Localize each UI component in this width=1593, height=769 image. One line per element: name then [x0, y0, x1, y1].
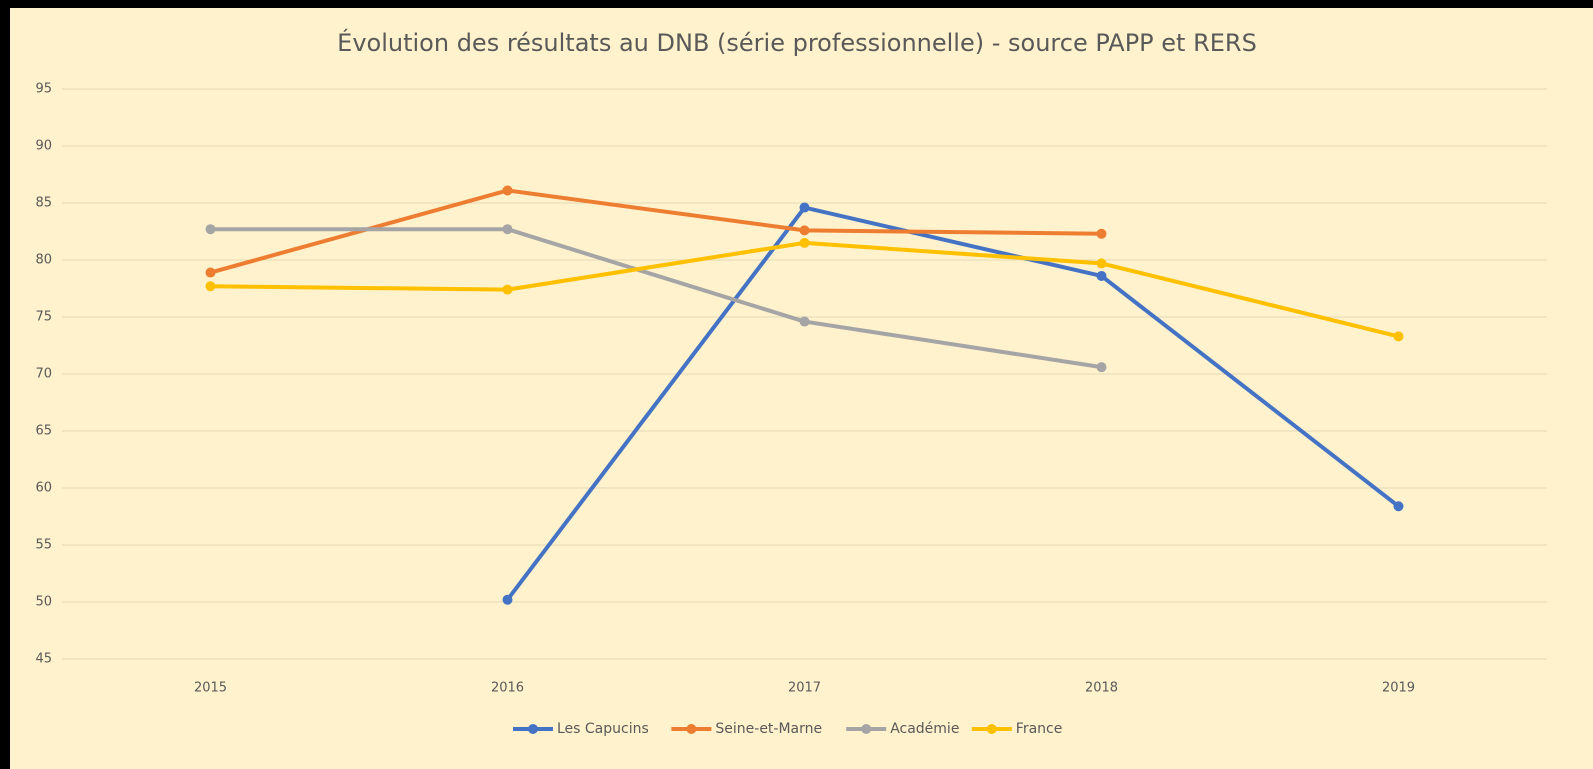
chart-title: Évolution des résultats au DNB (série pr…: [337, 28, 1257, 57]
y-tick-label: 85: [35, 196, 52, 211]
data-point: [799, 316, 810, 327]
data-point: [799, 237, 810, 248]
data-point: [502, 594, 513, 605]
y-tick-label: 90: [35, 139, 52, 154]
data-point: [205, 267, 216, 278]
y-tick-label: 45: [35, 652, 52, 667]
y-tick-label: 80: [35, 253, 52, 268]
data-point: [502, 224, 513, 235]
series-line: [505, 205, 1401, 602]
y-tick-label: 55: [35, 538, 52, 553]
x-tick-label: 2015: [194, 681, 227, 696]
data-point: [1096, 362, 1107, 373]
y-tick-label: 70: [35, 367, 52, 382]
legend-label: Les Capucins: [557, 721, 649, 737]
y-tick-label: 65: [35, 424, 52, 439]
data-point: [1393, 331, 1404, 342]
x-tick-label: 2017: [788, 681, 821, 696]
x-tick-label: 2016: [491, 681, 524, 696]
y-tick-label: 75: [35, 310, 52, 325]
data-point: [799, 202, 810, 213]
legend-label: Académie: [890, 721, 959, 737]
y-tick-label: 50: [35, 595, 52, 610]
data-point: [1096, 270, 1107, 281]
data-point: [799, 225, 810, 236]
data-point: [205, 281, 216, 292]
legend-marker: [528, 724, 538, 734]
data-point: [502, 185, 513, 196]
legend-marker: [861, 724, 872, 734]
x-tick-label: 2018: [1085, 681, 1118, 696]
legend-label: Seine-et-Marne: [715, 721, 822, 737]
x-tick-label: 2019: [1382, 681, 1415, 696]
legend-marker: [686, 724, 697, 734]
data-point: [205, 224, 216, 235]
y-tick-label: 95: [35, 82, 52, 97]
legend-marker: [986, 724, 997, 734]
data-point: [1393, 501, 1404, 512]
series-line: [208, 188, 1104, 275]
data-point: [1096, 228, 1107, 239]
y-tick-label: 60: [35, 481, 52, 496]
chart-background: [10, 8, 1593, 769]
legend-label: France: [1016, 721, 1063, 737]
series-line: [208, 227, 1104, 370]
data-point: [502, 284, 513, 295]
data-point: [1096, 258, 1107, 269]
